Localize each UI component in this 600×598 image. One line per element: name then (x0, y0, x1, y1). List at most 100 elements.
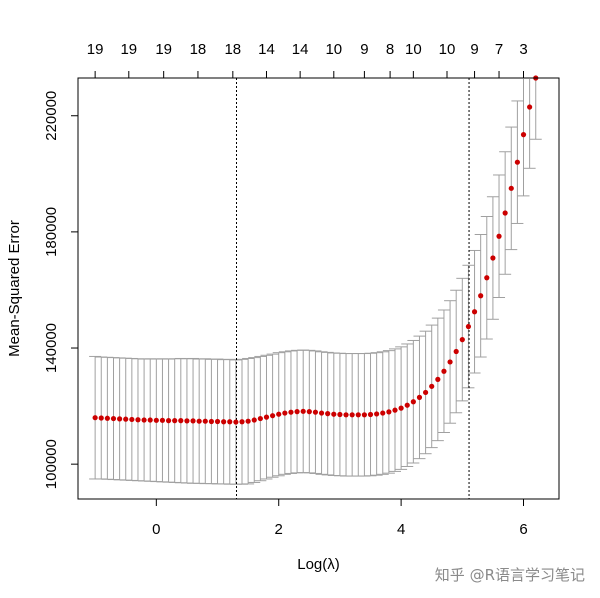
mse-point (276, 411, 282, 417)
mse-point (325, 411, 331, 417)
mse-point (318, 410, 325, 416)
top-tick-label: 10 (405, 41, 422, 58)
y-tick-label: 140000 (43, 323, 60, 373)
mse-point (527, 104, 533, 110)
mse-point (184, 418, 190, 424)
mse-point (429, 383, 435, 389)
error-bars (89, 79, 542, 485)
mse-point (490, 255, 496, 261)
mse-point (398, 405, 404, 411)
mse-point (147, 417, 153, 423)
mse-point (465, 323, 472, 330)
mse-point (208, 418, 215, 425)
mse-point (459, 337, 465, 343)
mse-point (392, 407, 398, 413)
mse-point (349, 412, 355, 418)
mse-point (496, 233, 502, 239)
mse-point (153, 417, 159, 423)
mse-point (239, 419, 245, 425)
mse-point (110, 415, 117, 422)
top-tick-label: 9 (470, 41, 478, 58)
mse-point (159, 417, 166, 423)
x-axis-title: Log(λ) (297, 556, 340, 573)
mse-point (214, 418, 221, 425)
mse-point (165, 418, 172, 424)
mse-point (98, 415, 104, 421)
mse-point (257, 415, 263, 422)
mse-point (478, 293, 484, 299)
mse-point (123, 416, 129, 422)
mse-point (227, 419, 233, 425)
mse-point (92, 415, 98, 421)
x-axis: 0 2 4 6 (152, 499, 528, 538)
top-tick-label: 19 (155, 41, 172, 58)
mse-point (129, 416, 135, 423)
mse-point (282, 410, 288, 416)
mse-point (435, 376, 441, 382)
mse-point (135, 417, 141, 423)
mse-point (270, 413, 276, 419)
mse-point (117, 416, 123, 422)
y-tick-label: 180000 (43, 207, 60, 257)
mse-point (196, 418, 202, 424)
mse-point (172, 418, 178, 424)
x-tick-label: 0 (152, 521, 160, 538)
y-axis: 100000 140000 180000 220000 (43, 91, 78, 489)
top-tick-label: 9 (360, 41, 368, 58)
mse-point (367, 411, 374, 418)
mse-point (361, 412, 367, 418)
mse-point (453, 348, 459, 355)
top-tick-label: 14 (258, 41, 275, 58)
mse-point (343, 412, 349, 418)
y-tick-label: 100000 (43, 439, 60, 489)
top-tick-label: 3 (519, 41, 527, 58)
mse-point (263, 414, 270, 420)
top-tick-label: 18 (190, 41, 207, 58)
mse-point (520, 132, 527, 138)
top-tick-label: 8 (386, 41, 394, 58)
mse-point (104, 415, 110, 421)
mse-point (484, 275, 490, 281)
mse-point (233, 419, 239, 425)
x-tick-label: 2 (275, 521, 283, 538)
error-bar (517, 79, 530, 197)
lambda-reference-lines (235, 78, 470, 499)
mse-point (245, 418, 251, 424)
mse-point (416, 394, 423, 400)
mse-point (447, 359, 453, 365)
mse-point (514, 159, 520, 165)
mse-point (141, 417, 147, 423)
plot-frame (77, 77, 560, 500)
mse-point (386, 409, 392, 415)
watermark-text: 知乎 @R语言学习笔记 (435, 566, 585, 584)
mse-point (471, 309, 478, 315)
mse-point (508, 185, 514, 191)
mse-point (374, 411, 380, 417)
top-tick-label: 18 (224, 41, 241, 58)
mse-point (294, 409, 300, 415)
mse-point (337, 411, 343, 418)
mse-point (288, 409, 294, 415)
mse-point (441, 368, 447, 374)
error-bar (523, 79, 536, 169)
mse-point (178, 418, 184, 424)
mse-point (380, 410, 386, 416)
top-tick-label: 19 (87, 41, 104, 58)
mse-point (190, 418, 196, 424)
x-tick-label: 4 (397, 521, 405, 538)
mse-point (202, 418, 208, 424)
error-bar (529, 79, 542, 140)
mse-points (92, 75, 539, 425)
mse-point (221, 419, 227, 425)
x-tick-label: 6 (519, 521, 527, 538)
mse-point (331, 411, 337, 417)
mse-point (300, 408, 306, 414)
mse-point (312, 409, 319, 415)
y-axis-title: Mean-Squared Error (6, 220, 23, 357)
top-tick-label: 10 (439, 41, 456, 58)
mse-point (502, 210, 508, 216)
top-tick-label: 14 (292, 41, 309, 58)
mse-point (422, 389, 429, 396)
top-tick-label: 10 (325, 41, 342, 58)
